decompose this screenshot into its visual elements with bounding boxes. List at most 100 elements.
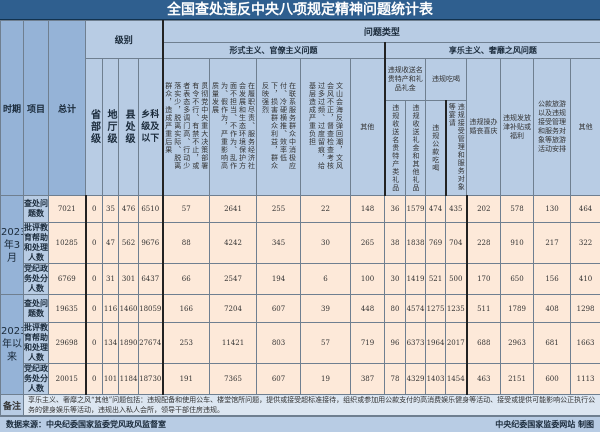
hedonism-weddings: 违规操办婚丧喜庆 xyxy=(467,59,501,196)
cell-value: 578 xyxy=(501,196,534,223)
cell-value: 6373 xyxy=(406,323,426,364)
cell-value: 38 xyxy=(385,223,406,264)
cell-value: 1113 xyxy=(571,364,600,395)
cell-value: 6 xyxy=(301,264,351,295)
cell-value: 265 xyxy=(351,223,385,264)
cell-value: 4574 xyxy=(406,295,426,323)
cell-value: 134 xyxy=(103,323,119,364)
cell-value: 511 xyxy=(467,295,501,323)
cell-value: 39 xyxy=(301,295,351,323)
dining-banquets: 违规接受管理和服务对象等宴请 xyxy=(446,101,467,196)
cell-value: 0 xyxy=(86,196,103,223)
cell-value: 4242 xyxy=(210,223,257,264)
cell-value: 607 xyxy=(257,295,301,323)
cell-value: 464 xyxy=(571,196,600,223)
dining-public-funds: 违规公款吃喝 xyxy=(426,101,446,196)
formalism-type-4: 文山会海反弹回潮，文风会风不正，督查检查考核过多过频、过度留痕，给基层造成严重负… xyxy=(301,59,351,196)
row-item: 党纪政务处分人数 xyxy=(24,264,49,295)
cell-value: 650 xyxy=(501,264,534,295)
cell-value: 463 xyxy=(467,364,501,395)
cell-value: 7021 xyxy=(49,196,86,223)
cell-value: 116 xyxy=(103,295,119,323)
cell-value: 0 xyxy=(86,264,103,295)
cell-value: 35 xyxy=(103,196,119,223)
cell-value: 255 xyxy=(257,196,301,223)
credit: 中央纪委国家监委网站 制图 xyxy=(495,419,594,430)
cell-value: 30 xyxy=(301,223,351,264)
cell-value: 36 xyxy=(385,196,406,223)
cell-value: 6769 xyxy=(49,264,86,295)
cell-value: 1579 xyxy=(406,196,426,223)
cell-value: 719 xyxy=(351,323,385,364)
formalism-type-1: 贯彻党中央重大决策部署有令不行、有禁不止，或者表态多调门高、行动少落实少，脱离实… xyxy=(163,59,210,196)
cell-value: 20015 xyxy=(49,364,86,395)
cell-value: 688 xyxy=(467,323,501,364)
header-period: 时期 xyxy=(1,21,24,196)
cell-value: 1460 xyxy=(119,295,139,323)
formalism-other: 其他 xyxy=(351,59,385,196)
cell-value: 704 xyxy=(446,223,467,264)
cell-value: 6510 xyxy=(139,196,163,223)
cell-value: 156 xyxy=(534,264,571,295)
cell-value: 1298 xyxy=(571,295,600,323)
header-level: 级别 xyxy=(86,21,163,59)
cell-value: 521 xyxy=(426,264,446,295)
header-total: 总计 xyxy=(49,21,86,196)
cell-value: 217 xyxy=(534,223,571,264)
cell-value: 1454 xyxy=(446,364,467,395)
cell-value: 910 xyxy=(501,223,534,264)
cell-value: 1235 xyxy=(446,295,467,323)
table-title: 全国查处违反中央八项规定精神问题统计表 xyxy=(0,0,600,20)
formalism-type-2: 在履职尽责、服务经济社会发展和生态环境保护方面不担当、不作为、乱作为、假作为，严… xyxy=(210,59,257,196)
cell-value: 600 xyxy=(534,364,571,395)
cell-value: 10285 xyxy=(49,223,86,264)
cell-value: 562 xyxy=(119,223,139,264)
cell-value: 78 xyxy=(385,364,406,395)
cell-value: 80 xyxy=(385,295,406,323)
cell-value: 101 xyxy=(103,364,119,395)
formalism-type-3: 在联系服务群众中消极应付、冷硬横推、效率低下，损害群众利益，群众反映强烈 xyxy=(257,59,301,196)
row-item: 批评教育帮助和处理人数 xyxy=(24,223,49,264)
cell-value: 769 xyxy=(426,223,446,264)
note-label: 备注 xyxy=(1,395,24,416)
cell-value: 1890 xyxy=(119,323,139,364)
statistics-table: 时期 项目 总计 级别 问题类型 形式主义、官僚主义问题 享乐主义、奢靡之风问题… xyxy=(0,20,600,416)
cell-value: 18730 xyxy=(139,364,163,395)
cell-value: 1403 xyxy=(426,364,446,395)
cell-value: 410 xyxy=(571,264,600,295)
hedonism-gifts: 违规收送名贵特产和礼品礼金 xyxy=(385,59,426,101)
hedonism-dining: 违规吃喝 xyxy=(426,59,467,101)
level-county: 县处级 xyxy=(119,59,139,196)
cell-value: 0 xyxy=(86,295,103,323)
cell-value: 2151 xyxy=(501,364,534,395)
cell-value: 29698 xyxy=(49,323,86,364)
period-label: 2023年3月 xyxy=(1,196,24,295)
cell-value: 202 xyxy=(467,196,501,223)
cell-value: 96 xyxy=(385,323,406,364)
cell-value: 1663 xyxy=(571,323,600,364)
gifts-specialty: 违规收送名贵特产类礼品 xyxy=(385,101,406,196)
cell-value: 408 xyxy=(534,295,571,323)
cell-value: 0 xyxy=(86,364,103,395)
hedonism-tourism: 公款旅游以及违规接受管理和服务对象等旅游活动安排 xyxy=(534,59,571,196)
cell-value: 88 xyxy=(163,223,210,264)
cell-value: 1789 xyxy=(501,295,534,323)
cell-value: 345 xyxy=(257,223,301,264)
row-item: 批评教育帮助和处理人数 xyxy=(24,323,49,364)
footer: 数据来源：中央纪委国家监委党风政风监督室 中央纪委国家监委网站 制图 xyxy=(0,416,600,432)
note-text: 享乐主义、奢靡之风“其他”问题包括：违规配备和使用公车、楼堂馆所问题，提供或接受… xyxy=(24,395,600,416)
cell-value: 803 xyxy=(257,323,301,364)
cell-value: 1964 xyxy=(426,323,446,364)
cell-value: 2547 xyxy=(210,264,257,295)
cell-value: 474 xyxy=(426,196,446,223)
cell-value: 191 xyxy=(163,364,210,395)
cell-value: 30 xyxy=(385,264,406,295)
hedonism-other: 其他 xyxy=(571,59,600,196)
cell-value: 148 xyxy=(351,196,385,223)
cell-value: 19635 xyxy=(49,295,86,323)
cell-value: 170 xyxy=(467,264,501,295)
cell-value: 22 xyxy=(301,196,351,223)
